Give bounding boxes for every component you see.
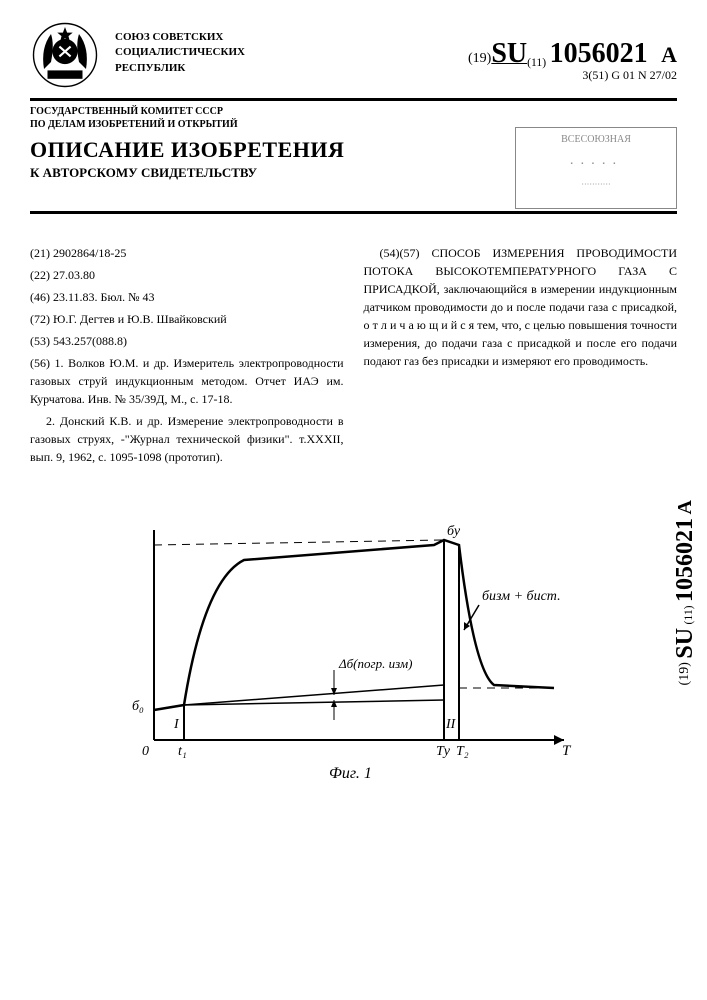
stamp-text: ВСЕСОЮЗНАЯ (521, 133, 671, 147)
side-number: 1056021 (672, 518, 698, 602)
ipc-prefix: 3(51) (582, 68, 608, 82)
right-column: (54)(57) СПОСОБ ИЗМЕРЕНИЯ ПРОВОДИМОСТИ П… (364, 244, 678, 470)
label-delta: Δб(погр. изм) (338, 656, 412, 671)
field-56-1: (56) 1. Волков Ю.М. и др. Измеритель эле… (30, 354, 344, 408)
pub-sub: (11) (527, 56, 546, 69)
header-row: СОЮЗ СОВЕТСКИХ СОЦИАЛИСТИЧЕСКИХ РЕСПУБЛИ… (30, 20, 677, 90)
pub-letter: A (661, 42, 677, 67)
union-text: СОЮЗ СОВЕТСКИХ СОЦИАЛИСТИЧЕСКИХ РЕСПУБЛИ… (115, 30, 453, 76)
label-t1: t₁ (178, 744, 187, 759)
pub-prefix: (19) (468, 51, 491, 66)
side-prefix: (19) (677, 662, 692, 685)
field-56-2: 2. Донский К.В. и др. Измерение электроп… (30, 412, 344, 466)
field-22: (22) 27.03.80 (30, 266, 344, 284)
soviet-emblem-icon (30, 20, 100, 90)
label-tz: T₂ (456, 744, 469, 759)
figure-svg: бу б₀ бизм + бист. Δб(погр. изм) 0 t₁ Tу… (114, 510, 594, 790)
pub-num: 1056021 (550, 38, 648, 69)
registration-stamp: ВСЕСОЮЗНАЯ ····· ··········· (515, 127, 677, 209)
side-letter: A (674, 500, 696, 514)
field-72: (72) Ю.Г. Дегтев и Ю.В. Швайковский (30, 310, 344, 328)
divider (30, 98, 677, 101)
divider (30, 211, 677, 214)
label-roman-2: II (445, 717, 457, 732)
pub-code: SU (491, 38, 527, 69)
field-46: (46) 23.11.83. Бюл. № 43 (30, 288, 344, 306)
side-publication-number: (19) SU (11) 1056021 A (672, 500, 699, 685)
patent-page: СОЮЗ СОВЕТСКИХ СОЦИАЛИСТИЧЕСКИХ РЕСПУБЛИ… (0, 0, 707, 1000)
ipc-value: G 01 N 27/02 (611, 68, 677, 82)
ipc-code: 3(51) G 01 N 27/02 (468, 68, 677, 83)
field-21: (21) 2902864/18-25 (30, 244, 344, 262)
left-column: (21) 2902864/18-25 (22) 27.03.80 (46) 23… (30, 244, 344, 470)
label-by: бу (447, 524, 461, 539)
label-ty: Tу (436, 744, 451, 759)
label-b0: б₀ (132, 699, 144, 714)
figure-caption: Фиг. 1 (329, 765, 372, 782)
title-block: ОПИСАНИЕ ИЗОБРЕТЕНИЯ К АВТОРСКОМУ СВИДЕТ… (30, 137, 677, 209)
label-roman-1: I (173, 717, 180, 732)
label-origin: 0 (142, 744, 149, 759)
content-columns: (21) 2902864/18-25 (22) 27.03.80 (46) 23… (30, 244, 677, 470)
title-main: ОПИСАНИЕ ИЗОБРЕТЕНИЯ (30, 137, 344, 163)
field-53: (53) 543.257(088.8) (30, 332, 344, 350)
figure-1: бу б₀ бизм + бист. Δб(погр. изм) 0 t₁ Tу… (30, 510, 677, 795)
label-tau: T (562, 743, 572, 759)
publication-number: (19)SU(11) 1056021 A (468, 38, 677, 70)
abstract-text: (54)(57) СПОСОБ ИЗМЕРЕНИЯ ПРОВОДИМОСТИ П… (364, 244, 678, 370)
title-sub: К АВТОРСКОМУ СВИДЕТЕЛЬСТВУ (30, 165, 344, 181)
label-bizm: бизм + бист. (482, 589, 561, 604)
side-sub: (11) (682, 605, 695, 624)
side-code: SU (672, 628, 698, 659)
